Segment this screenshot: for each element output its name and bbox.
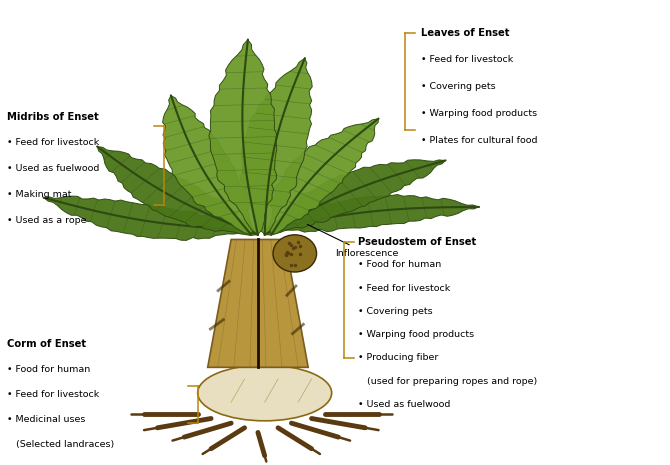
Text: • Feed for livestock: • Feed for livestock xyxy=(7,138,99,146)
Text: Midribs of Enset: Midribs of Enset xyxy=(7,112,98,122)
Text: (Selected landraces): (Selected landraces) xyxy=(7,440,114,449)
Text: • Making mat: • Making mat xyxy=(7,190,71,199)
Text: Inflorescence: Inflorescence xyxy=(308,225,399,258)
Polygon shape xyxy=(97,146,258,235)
Text: • Feed for livestock: • Feed for livestock xyxy=(7,390,99,399)
Text: • Food for human: • Food for human xyxy=(358,260,442,269)
Polygon shape xyxy=(208,239,308,367)
Polygon shape xyxy=(209,40,277,235)
Text: • Feed for livestock: • Feed for livestock xyxy=(421,55,513,64)
Text: • Warping food products: • Warping food products xyxy=(358,330,474,339)
Polygon shape xyxy=(163,95,253,235)
Text: Corm of Enset: Corm of Enset xyxy=(7,339,86,350)
Polygon shape xyxy=(241,58,312,235)
Polygon shape xyxy=(269,119,379,235)
Text: (used for preparing ropes and rope): (used for preparing ropes and rope) xyxy=(358,377,538,385)
Text: • Warping food products: • Warping food products xyxy=(421,109,537,118)
Text: • Used as fuelwood: • Used as fuelwood xyxy=(358,400,451,409)
Text: • Producing fiber: • Producing fiber xyxy=(358,353,439,362)
Text: • Used as fuelwood: • Used as fuelwood xyxy=(7,164,99,173)
Polygon shape xyxy=(265,160,446,235)
Ellipse shape xyxy=(273,235,316,272)
Text: • Medicinal uses: • Medicinal uses xyxy=(7,415,85,424)
Polygon shape xyxy=(265,194,479,232)
Text: • Plates for cultural food: • Plates for cultural food xyxy=(421,136,537,145)
Ellipse shape xyxy=(198,365,332,421)
Text: Pseudostem of Enset: Pseudostem of Enset xyxy=(358,237,476,247)
Text: • Covering pets: • Covering pets xyxy=(421,82,495,91)
Text: Leaves of Enset: Leaves of Enset xyxy=(421,28,509,38)
Text: • Used as a rope: • Used as a rope xyxy=(7,216,86,225)
Text: • Food for human: • Food for human xyxy=(7,365,90,373)
Text: • Covering pets: • Covering pets xyxy=(358,307,433,316)
Text: • Feed for livestock: • Feed for livestock xyxy=(358,284,451,292)
Polygon shape xyxy=(44,196,251,240)
